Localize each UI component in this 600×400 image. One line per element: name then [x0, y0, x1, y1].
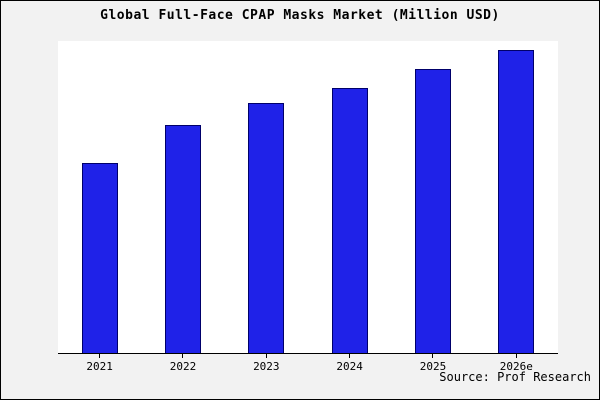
x-axis-tick	[265, 354, 267, 358]
bar-slot	[141, 41, 224, 353]
x-axis-cell: 2022	[141, 354, 224, 373]
x-axis-tick	[99, 354, 101, 358]
bar-2025	[414, 69, 451, 353]
x-axis-cell: 2021	[58, 354, 141, 373]
x-axis-tick-label: 2021	[86, 360, 113, 373]
bars-row	[58, 41, 558, 353]
x-axis-tick-label: 2023	[253, 360, 280, 373]
bar-2022	[164, 125, 201, 353]
x-axis-tick	[182, 354, 184, 358]
bar-2021	[81, 162, 118, 353]
bar-slot	[308, 41, 391, 353]
bar-slot	[391, 41, 474, 353]
x-axis-tick-label: 2022	[169, 360, 197, 373]
bar-2023	[248, 103, 285, 353]
x-axis: 2021 2022 2023 2024 2025 2026e	[58, 354, 558, 373]
x-axis-cell: 2024	[308, 354, 391, 373]
bar-slot	[225, 41, 308, 353]
x-axis-cell: 2025	[391, 354, 474, 373]
source-credit: Source: Prof Research	[439, 370, 591, 384]
x-axis-tick-label: 2025	[419, 360, 447, 373]
x-axis-cell: 2023	[225, 354, 308, 373]
plot-area	[58, 41, 558, 354]
bar-2026e	[498, 50, 535, 353]
bar-2024	[331, 87, 368, 353]
bar-slot	[58, 41, 141, 353]
x-axis-tick-label: 2026e	[499, 360, 533, 373]
x-axis-tick	[432, 354, 434, 358]
bar-slot	[475, 41, 558, 353]
x-axis-tick	[349, 354, 351, 358]
x-axis-tick	[515, 354, 517, 358]
x-axis-tick-label: 2024	[336, 360, 363, 373]
x-axis-cell: 2026e	[475, 354, 558, 373]
chart-title: Global Full-Face CPAP Masks Market (Mill…	[100, 8, 500, 23]
